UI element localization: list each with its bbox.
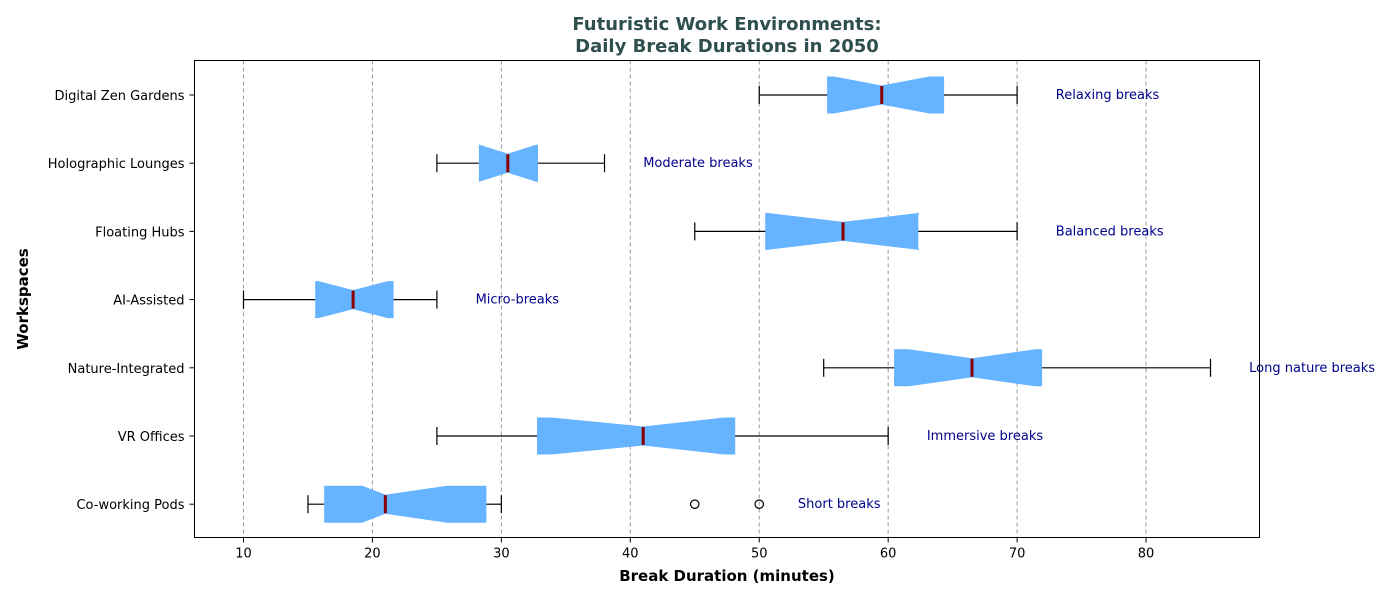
box-annotation: Balanced breaks [1056, 224, 1164, 239]
x-axis-label: Break Duration (minutes) [619, 567, 835, 585]
box-group: Micro-breaks [242, 281, 560, 319]
notched-box [894, 349, 1043, 387]
chart-title-line-1: Futuristic Work Environments: [572, 14, 881, 35]
box-group: Long nature breaks [823, 349, 1375, 387]
outlier-point [689, 499, 700, 509]
box-annotation: Short breaks [798, 497, 881, 512]
plot-area-frame [194, 60, 1260, 538]
x-tick-label: 10 [235, 547, 252, 562]
y-tick-label: Holographic Lounges [48, 157, 185, 172]
box-annotation: Relaxing breaks [1056, 88, 1160, 103]
box-annotation: Immersive breaks [927, 429, 1044, 444]
y-tick-label: Digital Zen Gardens [55, 89, 185, 104]
box-group: Short breaks [307, 485, 881, 523]
y-tick-label: Co-working Pods [76, 498, 184, 513]
box-group: Immersive breaks [436, 417, 1044, 455]
box-annotation: Moderate breaks [643, 156, 753, 171]
y-axis-label: Workspaces [14, 248, 32, 350]
x-tick-label: 30 [493, 547, 510, 562]
box-layer: Short breaks Immersive breaks Long nature … [242, 76, 1375, 523]
box-group: Relaxing breaks [758, 76, 1160, 114]
tick-layer: 10 20 30 40 50 60 70 80 Co-working Pods VR Office… [48, 89, 1155, 562]
notched-box [827, 76, 945, 114]
x-tick-label: 80 [1138, 547, 1155, 562]
y-tick-label: VR Offices [118, 430, 185, 445]
x-tick-label: 40 [622, 547, 639, 562]
outlier-point [754, 499, 765, 509]
box-annotation: Long nature breaks [1249, 361, 1375, 376]
y-tick-label: AI-Assisted [113, 294, 184, 309]
notched-box [324, 485, 487, 523]
x-tick-label: 70 [1009, 547, 1026, 562]
notched-box [537, 417, 736, 455]
x-tick-label: 50 [751, 547, 768, 562]
box-annotation: Micro-breaks [476, 293, 560, 308]
y-tick-label: Nature-Integrated [68, 362, 185, 377]
box-group: Balanced breaks [694, 212, 1164, 250]
x-tick-label: 20 [364, 547, 381, 562]
x-tick-label: 60 [880, 547, 897, 562]
box-group: Moderate breaks [436, 144, 753, 182]
chart-title-line-2: Daily Break Durations in 2050 [575, 36, 879, 57]
y-tick-label: Floating Hubs [95, 225, 185, 240]
